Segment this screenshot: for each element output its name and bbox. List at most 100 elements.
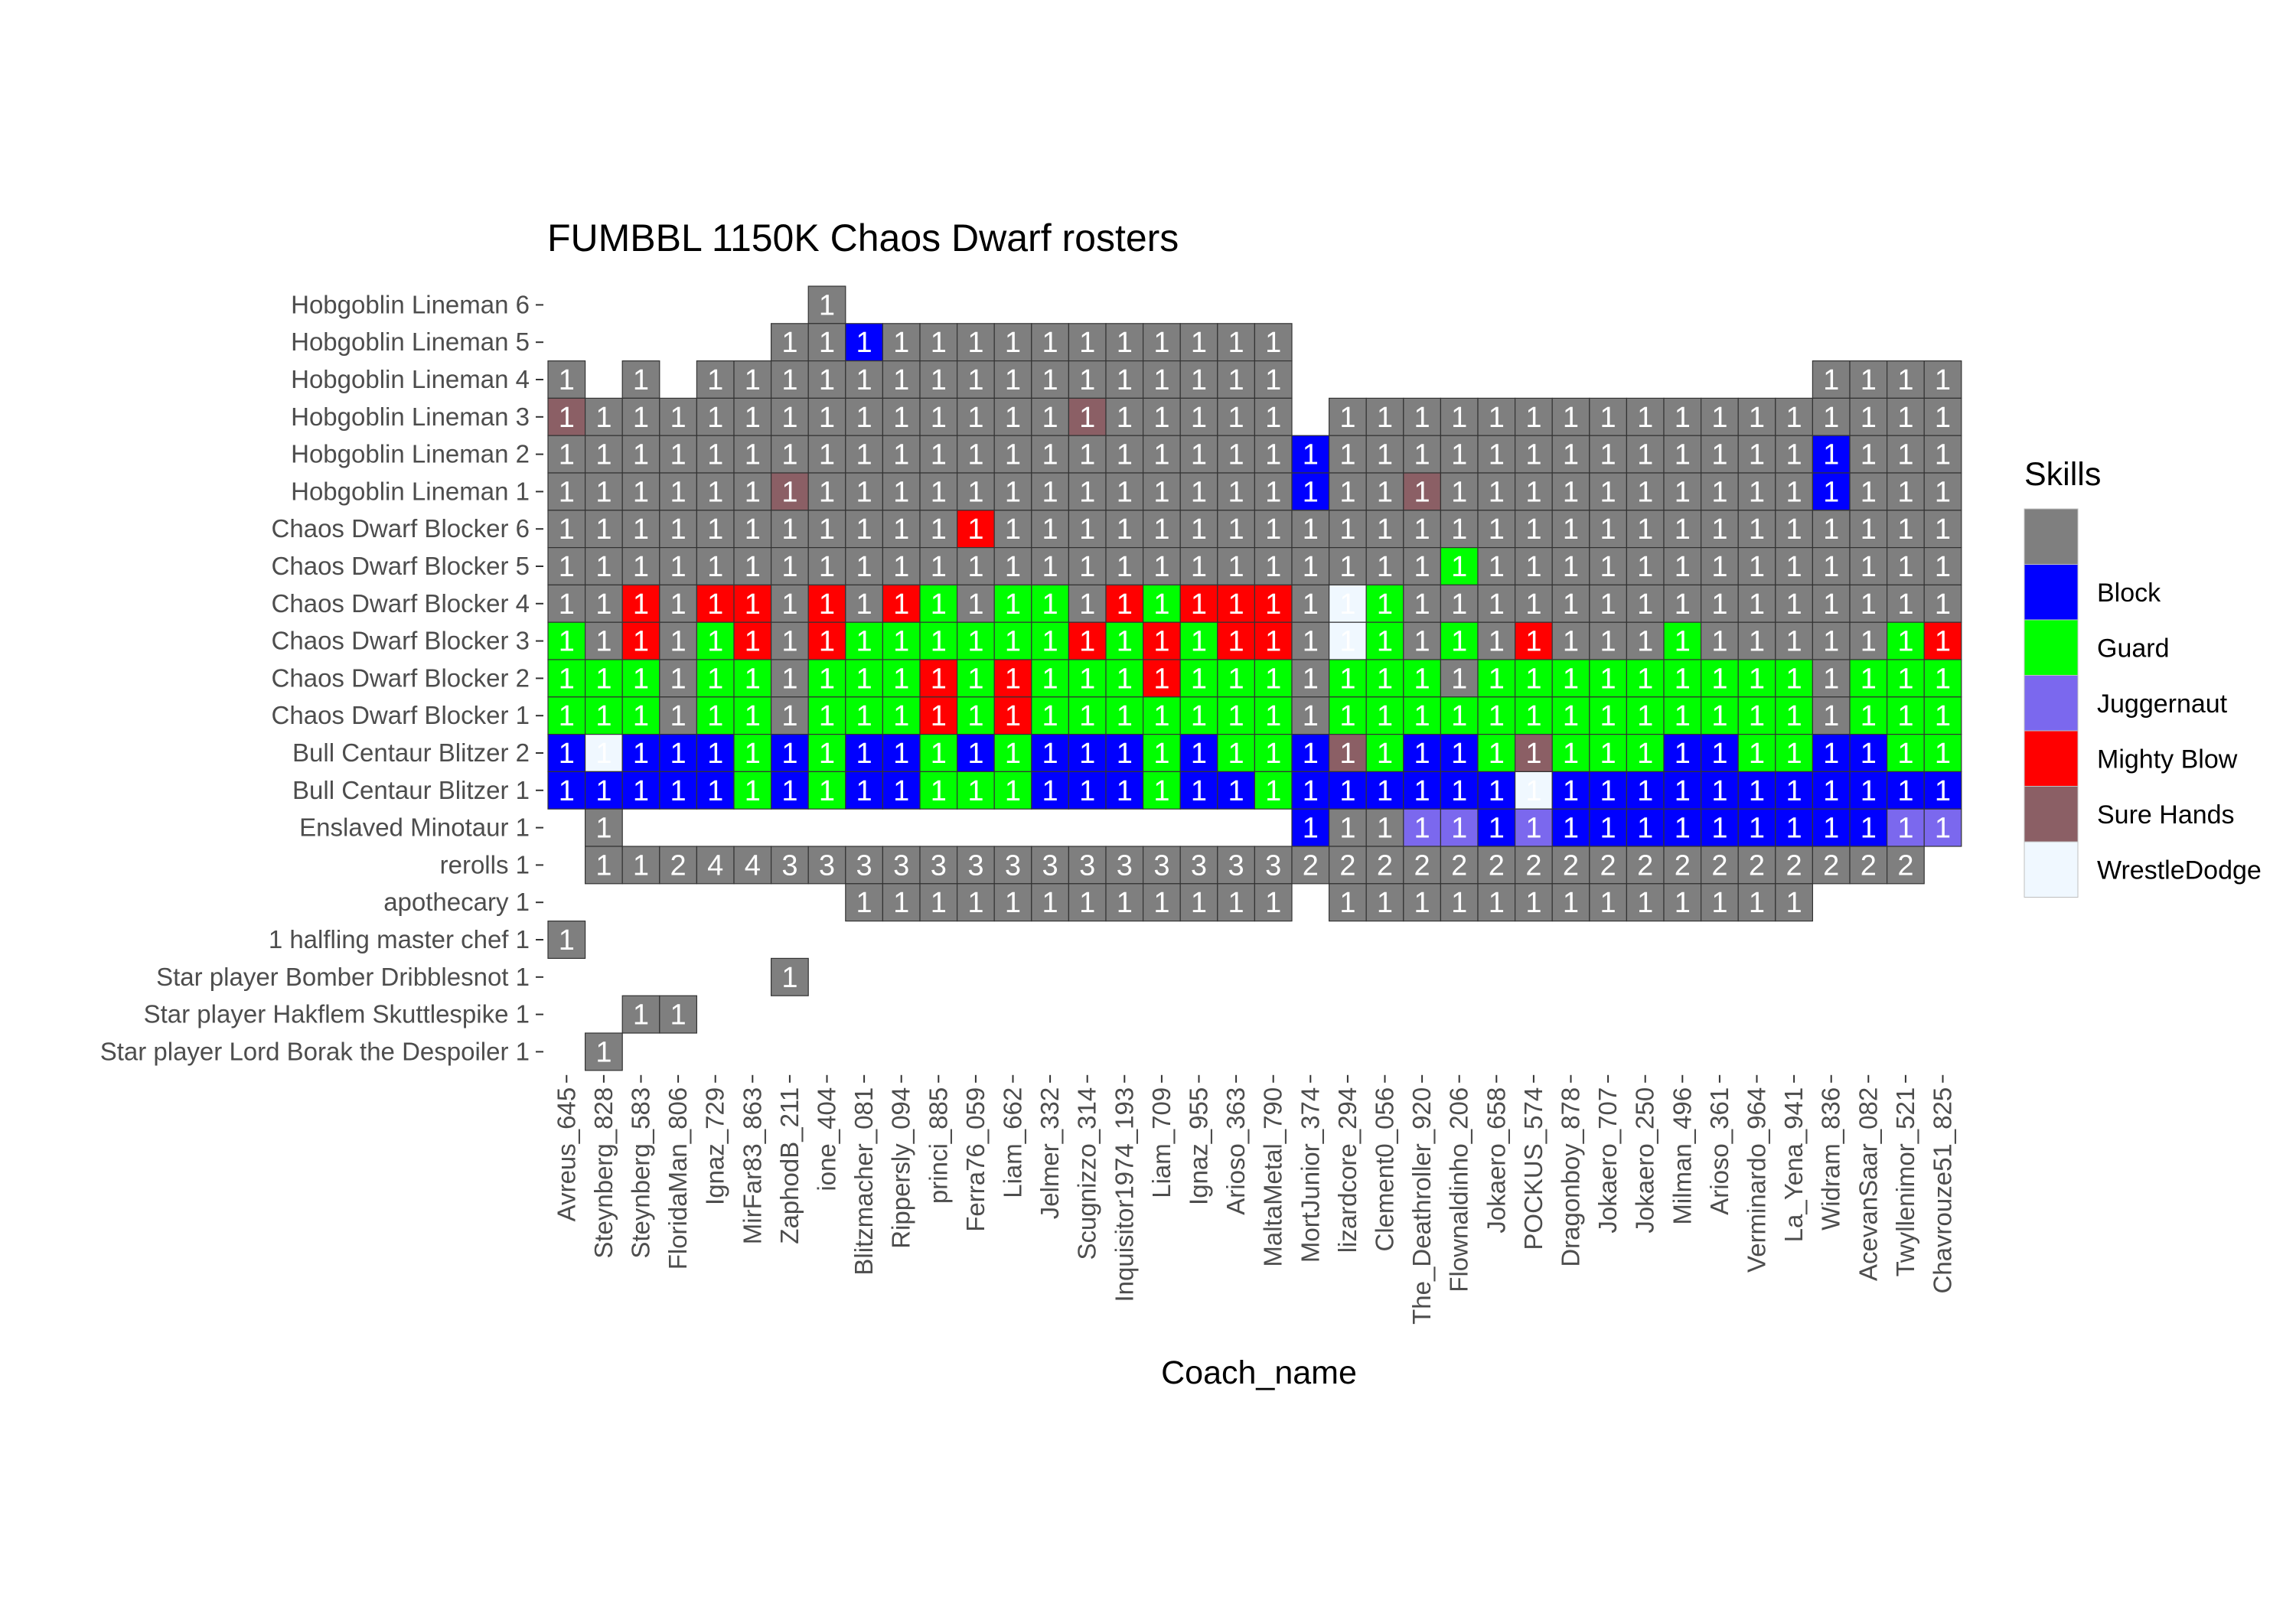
cell-label: 1 bbox=[1377, 626, 1393, 658]
heatmap-cell: 1 bbox=[1477, 472, 1516, 511]
cell-label: 1 bbox=[1191, 551, 1207, 583]
heatmap-cell: 1 bbox=[956, 435, 995, 474]
heatmap-cell: 1 bbox=[1365, 659, 1404, 698]
heatmap-cell: 1 bbox=[1775, 808, 1814, 847]
heatmap-cell: 1 bbox=[1105, 621, 1144, 660]
heatmap-cell: 1 bbox=[1923, 472, 1962, 511]
heatmap-cell: 1 bbox=[1105, 510, 1144, 549]
cell-rect bbox=[1737, 472, 1776, 511]
cell-rect bbox=[845, 546, 884, 585]
heatmap-cell: 1 bbox=[956, 397, 995, 436]
cell-label: 1 bbox=[1563, 513, 1579, 546]
heatmap-cell: 1 bbox=[1477, 621, 1516, 660]
cell-rect bbox=[1254, 546, 1293, 585]
heatmap-cell: 1 bbox=[547, 584, 586, 623]
heatmap-cell: 2 bbox=[1440, 846, 1479, 885]
cell-label: 1 bbox=[707, 402, 723, 434]
heatmap-cell: 1 bbox=[1291, 584, 1330, 623]
cell-label: 1 bbox=[1935, 364, 1951, 396]
cell-rect bbox=[733, 472, 772, 511]
cell-label: 1 bbox=[819, 738, 835, 770]
cell-label: 1 bbox=[1228, 513, 1244, 546]
x-tick-label: princi_885 bbox=[924, 1087, 952, 1204]
heatmap-cell: 1 bbox=[1626, 696, 1665, 735]
heatmap-cell: 1 bbox=[584, 435, 623, 474]
cell-label: 1 bbox=[1935, 775, 1951, 807]
heatmap-cell: 1 bbox=[1737, 472, 1776, 511]
cell-rect bbox=[807, 546, 846, 585]
cell-rect bbox=[1923, 808, 1962, 847]
cell-label: 1 bbox=[559, 700, 575, 732]
heatmap-cell: 2 bbox=[1291, 846, 1330, 885]
cell-label: 1 bbox=[1451, 588, 1467, 621]
heatmap-cell: 1 bbox=[1551, 621, 1590, 660]
legend-entry: Guard bbox=[2024, 619, 2170, 676]
cell-label: 1 bbox=[1117, 402, 1133, 434]
heatmap-cell: 1 bbox=[1105, 360, 1144, 399]
heatmap-cell: 1 bbox=[584, 510, 623, 549]
cell-label: 1 bbox=[1228, 663, 1244, 695]
cell-label: 1 bbox=[1786, 626, 1802, 658]
cell-rect bbox=[1923, 546, 1962, 585]
heatmap-cell: 1 bbox=[1291, 621, 1330, 660]
heatmap-cell: 1 bbox=[621, 584, 660, 623]
heatmap-cell: 1 bbox=[993, 883, 1032, 922]
cell-rect bbox=[919, 846, 958, 885]
cell-label: 1 bbox=[1005, 887, 1021, 919]
cell-label: 3 bbox=[1042, 849, 1058, 882]
cell-rect bbox=[1589, 696, 1628, 735]
cell-label: 1 bbox=[893, 626, 909, 658]
cell-rect bbox=[1477, 733, 1516, 772]
cell-label: 4 bbox=[745, 849, 761, 882]
heatmap-cell: 1 bbox=[1589, 546, 1628, 585]
heatmap-cell: 1 bbox=[1068, 584, 1107, 623]
cell-label: 1 bbox=[707, 364, 723, 396]
heatmap-cell: 1 bbox=[1775, 659, 1814, 698]
cell-label: 1 bbox=[1042, 775, 1058, 807]
heatmap-cell: 1 bbox=[1551, 435, 1590, 474]
cell-label: 1 bbox=[1563, 700, 1579, 732]
cell-label: 1 bbox=[1153, 439, 1169, 471]
heatmap-cell: 1 bbox=[1701, 546, 1739, 585]
cell-rect bbox=[882, 584, 921, 623]
cell-label: 1 bbox=[1823, 402, 1839, 434]
y-tick-label: Hobgoblin Lineman 4 bbox=[291, 365, 530, 393]
heatmap-cell: 1 bbox=[1031, 397, 1070, 436]
cell-label: 1 bbox=[1005, 588, 1021, 621]
heatmap-cell: 1 bbox=[1068, 771, 1107, 810]
legend-label: Block bbox=[2097, 579, 2161, 608]
cell-label: 2 bbox=[1451, 849, 1467, 882]
cell-label: 1 bbox=[1005, 700, 1021, 732]
heatmap-cell: 1 bbox=[1068, 733, 1107, 772]
cell-rect bbox=[1589, 883, 1628, 922]
cell-label: 1 bbox=[670, 402, 687, 434]
cell-label: 1 bbox=[967, 626, 983, 658]
cell-label: 1 bbox=[1079, 663, 1095, 695]
heatmap-cell: 1 bbox=[1923, 696, 1962, 735]
cell-label: 1 bbox=[1600, 402, 1616, 434]
cell-rect bbox=[1217, 546, 1256, 585]
cell-label: 1 bbox=[1861, 700, 1877, 732]
cell-label: 1 bbox=[1711, 513, 1727, 546]
heatmap-cell: 1 bbox=[1031, 510, 1070, 549]
heatmap-cell: 1 bbox=[1663, 510, 1702, 549]
heatmap-cell: 1 bbox=[1403, 659, 1442, 698]
cell-rect bbox=[1031, 696, 1070, 735]
cell-label: 1 bbox=[1005, 513, 1021, 546]
heatmap-cell: 1 bbox=[807, 510, 846, 549]
cell-label: 1 bbox=[1042, 327, 1058, 359]
heatmap-cell: 1 bbox=[993, 510, 1032, 549]
cell-label: 1 bbox=[745, 588, 761, 621]
cell-label: 1 bbox=[1191, 364, 1207, 396]
heatmap-cell: 1 bbox=[770, 323, 809, 362]
heatmap-cell: 1 bbox=[659, 510, 697, 549]
cell-label: 1 bbox=[1786, 588, 1802, 621]
cell-rect bbox=[919, 883, 958, 922]
cell-label: 1 bbox=[1414, 700, 1430, 732]
heatmap-cell: 1 bbox=[733, 435, 772, 474]
heatmap-cell: 1 bbox=[1923, 435, 1962, 474]
heatmap-cell: 1 bbox=[1514, 584, 1553, 623]
heatmap-cell: 1 bbox=[696, 435, 735, 474]
heatmap-cell: 1 bbox=[1254, 883, 1293, 922]
